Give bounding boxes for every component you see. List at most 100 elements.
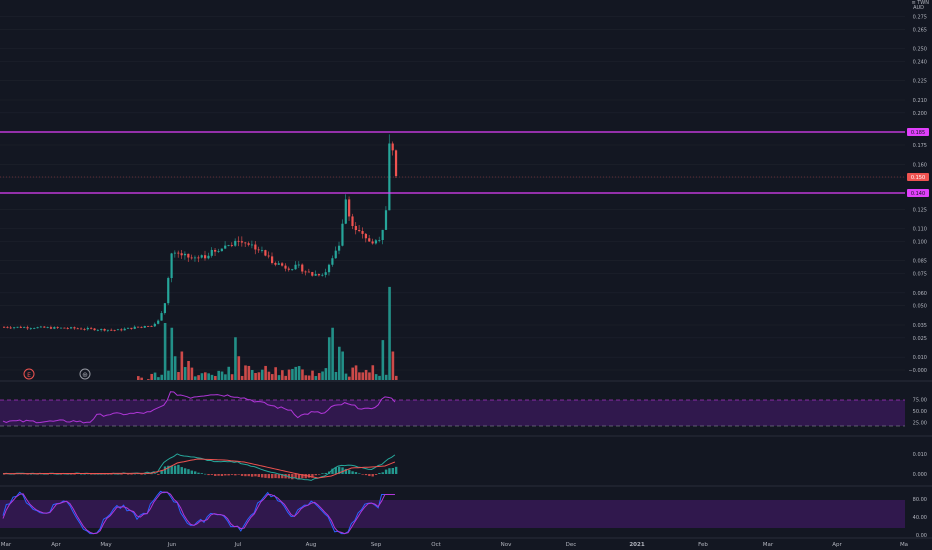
candle[interactable] [374,239,378,245]
candle[interactable] [204,250,207,261]
candle[interactable] [53,326,56,330]
candle[interactable] [394,149,398,179]
candle[interactable] [49,325,53,330]
stoch-pane[interactable]: 80.00 40.00 0.00 [0,485,932,539]
candle[interactable] [371,238,374,245]
candle[interactable] [63,327,66,329]
candle[interactable] [86,326,89,331]
candle[interactable] [3,325,6,328]
candle[interactable] [150,325,153,327]
candle[interactable] [197,255,200,263]
candle[interactable] [126,327,130,329]
candle[interactable] [388,134,391,211]
candle[interactable] [190,254,193,260]
candle[interactable] [173,250,177,258]
candle[interactable] [16,326,19,329]
candle[interactable] [217,248,220,253]
candle[interactable] [227,244,230,247]
time-axis[interactable]: Mar Apr May Jun Jul Aug Sep Oct Nov Dec 2021 Feb Mar… [0,537,932,548]
candle[interactable] [287,266,290,272]
candle[interactable] [230,242,233,248]
candle[interactable] [247,241,250,247]
candle[interactable] [120,328,123,332]
candlestick-series[interactable] [3,134,398,333]
candle[interactable] [358,224,361,233]
candle[interactable] [364,233,367,243]
candle[interactable] [23,326,26,329]
candle[interactable] [274,261,277,267]
candle[interactable] [83,327,86,331]
candle[interactable] [331,255,334,267]
candle[interactable] [160,311,163,321]
candle[interactable] [100,328,103,332]
candle[interactable] [260,246,264,253]
candle[interactable] [143,325,146,328]
candle[interactable] [137,326,140,328]
candle[interactable] [294,261,297,270]
candle[interactable] [348,196,351,222]
candle[interactable] [167,276,170,306]
candle[interactable] [43,326,46,328]
candle[interactable] [93,328,96,331]
candle[interactable] [66,327,69,330]
candle[interactable] [59,327,63,329]
candle[interactable] [384,206,388,230]
candle[interactable] [76,327,79,330]
candle[interactable] [39,325,43,328]
candle[interactable] [301,263,304,274]
candle[interactable] [147,325,150,327]
candle[interactable] [338,241,341,255]
candle[interactable] [26,325,29,330]
candle[interactable] [106,329,110,333]
candle[interactable] [80,327,83,330]
candle[interactable] [264,249,267,257]
candle[interactable] [244,241,247,248]
candle[interactable] [180,250,183,259]
candle[interactable] [19,325,22,329]
candle[interactable] [123,327,126,331]
candle[interactable] [307,268,311,273]
candle[interactable] [200,254,203,259]
earnings-event-marker[interactable]: E [23,368,35,380]
candle[interactable] [157,319,160,325]
candle[interactable] [116,328,120,331]
candle[interactable] [344,194,347,225]
candle[interactable] [361,227,364,239]
candle[interactable] [240,236,244,247]
candle[interactable] [224,241,227,250]
candle[interactable] [311,271,314,277]
candle[interactable] [56,326,59,330]
candle[interactable] [257,246,260,253]
candle[interactable] [113,329,116,332]
candle[interactable] [334,246,337,259]
candle[interactable] [46,326,49,329]
candle[interactable] [391,141,394,156]
candle[interactable] [341,219,344,247]
candle[interactable] [368,234,371,242]
candle[interactable] [250,240,254,249]
candle[interactable] [70,326,73,330]
candle[interactable] [237,236,240,247]
rsi-pane[interactable]: 75.00 50.00 25.00 [0,380,932,427]
candle[interactable] [140,326,143,329]
dividend-event-marker[interactable]: ⊕ [79,368,91,380]
candle[interactable] [96,329,99,332]
candle[interactable] [277,261,280,265]
candle[interactable] [314,270,317,277]
candle[interactable] [207,252,210,260]
candle[interactable] [33,327,36,330]
candle[interactable] [271,252,274,265]
candle[interactable] [90,326,93,330]
candle[interactable] [327,263,331,276]
candle[interactable] [29,327,32,330]
candle[interactable] [6,326,9,329]
candle[interactable] [321,273,324,277]
candle[interactable] [381,229,384,245]
candle[interactable] [281,262,284,267]
candle[interactable] [170,252,173,283]
candle[interactable] [354,222,357,235]
candle[interactable] [153,322,156,327]
candle[interactable] [183,251,187,260]
candle[interactable] [304,270,307,276]
